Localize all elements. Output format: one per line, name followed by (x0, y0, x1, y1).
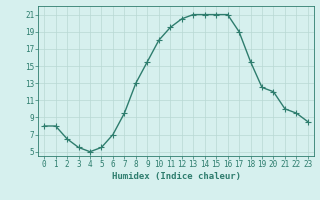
X-axis label: Humidex (Indice chaleur): Humidex (Indice chaleur) (111, 172, 241, 181)
